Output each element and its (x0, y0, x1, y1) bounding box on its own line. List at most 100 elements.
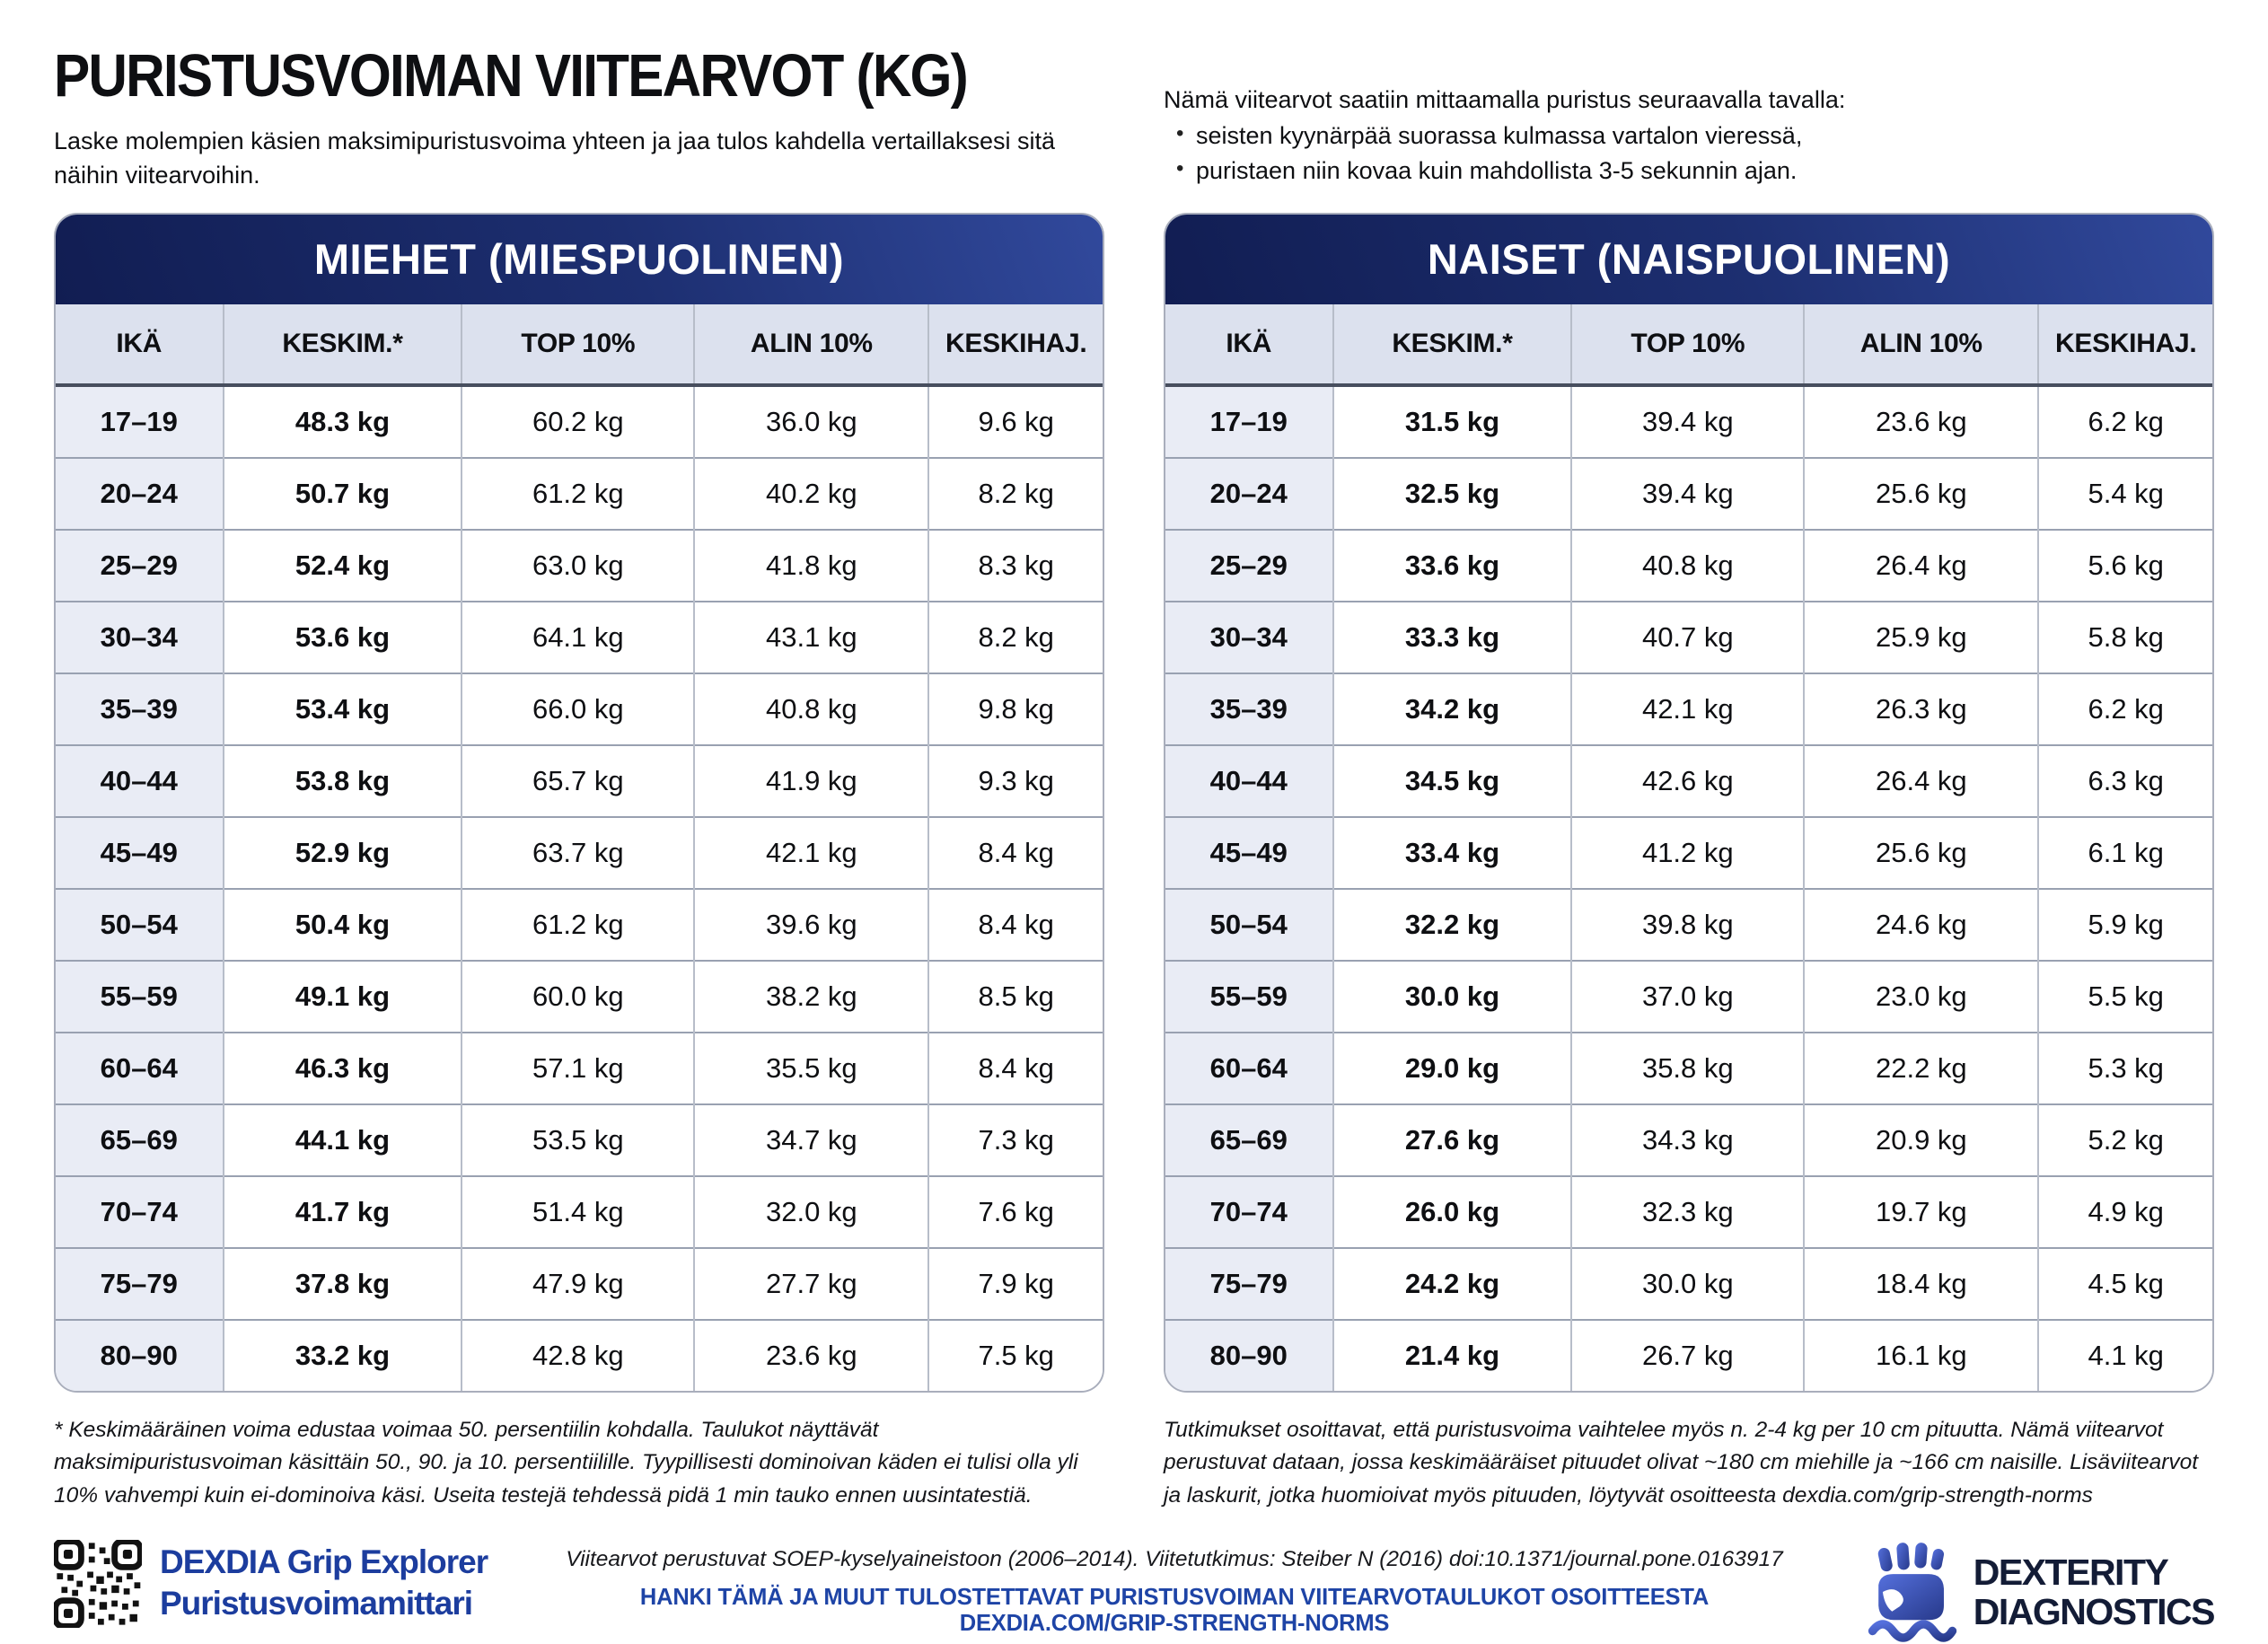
table-cell: 21.4 kg (1332, 1318, 1572, 1391)
table-cell: 33.4 kg (1332, 815, 1572, 889)
table-cell: 33.3 kg (1332, 600, 1572, 673)
method-bullet: puristaen niin kovaa kuin mahdollista 3-… (1164, 154, 2214, 188)
table-cell: 37.8 kg (222, 1246, 462, 1320)
table-cell: 7.9 kg (927, 1246, 1103, 1320)
table-cell: 57.1 kg (461, 1031, 695, 1104)
table-cell: 5.6 kg (2037, 528, 2212, 602)
footer: DEXDIA Grip Explorer Puristusvoimamittar… (0, 1513, 2268, 1644)
table-cell: 29.0 kg (1332, 1031, 1572, 1104)
table-cell: 42.1 kg (693, 815, 929, 889)
table-cell: 7.3 kg (927, 1103, 1103, 1176)
table-cell: 42.8 kg (461, 1318, 695, 1391)
column-header-top10: TOP 10% (1570, 303, 1805, 387)
logo-line-2: DIAGNOSTICS (1973, 1590, 2216, 1632)
table-cell: 40.8 kg (1570, 528, 1805, 602)
table-cell: 30–34 (1165, 600, 1333, 673)
table-cell: 9.6 kg (927, 384, 1103, 458)
column-header-low10: ALIN 10% (1803, 303, 2039, 387)
table-row: 25–29 52.4 kg 63.0 kg 41.8 kg 8.3 kg (56, 528, 1103, 602)
header: PURISTUSVOIMAN VIITEARVOT (KG) Laske mol… (54, 36, 2214, 193)
table-cell: 30–34 (56, 600, 224, 673)
table-cell: 41.7 kg (222, 1174, 462, 1248)
table-cell: 41.9 kg (693, 743, 929, 817)
table-cell: 5.9 kg (2037, 887, 2212, 961)
table-row: 30–34 33.3 kg 40.7 kg 25.9 kg 5.8 kg (1165, 600, 2212, 673)
table-cell: 27.6 kg (1332, 1103, 1572, 1176)
table-cell: 70–74 (56, 1174, 224, 1248)
table-cell: 60.0 kg (461, 959, 695, 1033)
table-cell: 20.9 kg (1803, 1103, 2039, 1176)
table-cell: 34.7 kg (693, 1103, 929, 1176)
table-cell: 30.0 kg (1570, 1246, 1805, 1320)
women-table: NAISET (NAISPUOLINEN) IKÄ KESKIM.* TOP 1… (1164, 212, 2214, 1393)
table-row: 30–34 53.6 kg 64.1 kg 43.1 kg 8.2 kg (56, 600, 1103, 673)
table-cell: 48.3 kg (222, 384, 462, 458)
table-cell: 64.1 kg (461, 600, 695, 673)
table-cell: 5.4 kg (2037, 456, 2212, 530)
table-cell: 80–90 (56, 1318, 224, 1391)
table-cell: 26.4 kg (1803, 743, 2039, 817)
table-cell: 26.7 kg (1570, 1318, 1805, 1391)
table-cell: 5.8 kg (2037, 600, 2212, 673)
table-row: 70–74 41.7 kg 51.4 kg 32.0 kg 7.6 kg (56, 1174, 1103, 1248)
table-cell: 60.2 kg (461, 384, 695, 458)
table-row: 55–59 49.1 kg 60.0 kg 38.2 kg 8.5 kg (56, 959, 1103, 1033)
table-cell: 40.8 kg (693, 672, 929, 745)
table-cell: 35.8 kg (1570, 1031, 1805, 1104)
grip-fist-icon (1868, 1543, 1956, 1642)
table-cell: 41.2 kg (1570, 815, 1805, 889)
table-cell: 25.6 kg (1803, 456, 2039, 530)
table-cell: 31.5 kg (1332, 384, 1572, 458)
table-cell: 45–49 (1165, 815, 1333, 889)
page-title: PURISTUSVOIMAN VIITEARVOT (KG) (54, 42, 969, 110)
table-cell: 37.0 kg (1570, 959, 1805, 1033)
footer-source: Viitearvot perustuvat SOEP-kyselyaineist… (557, 1540, 1792, 1637)
men-reference-table: IKÄ KESKIM.* TOP 10% ALIN 10% KESKIHAJ. … (56, 303, 1103, 1391)
table-cell: 34.3 kg (1570, 1103, 1805, 1176)
table-row: 25–29 33.6 kg 40.8 kg 26.4 kg 5.6 kg (1165, 528, 2212, 602)
qr-code-icon (54, 1539, 142, 1628)
table-cell: 36.0 kg (693, 384, 929, 458)
table-cell: 35–39 (1165, 672, 1333, 745)
table-row: 45–49 33.4 kg 41.2 kg 25.6 kg 6.1 kg (1165, 815, 2212, 889)
table-cell: 50–54 (1165, 887, 1333, 961)
table-cell: 39.4 kg (1570, 456, 1805, 530)
table-cell: 61.2 kg (461, 887, 695, 961)
men-footnote: * Keskimääräinen voima edustaa voimaa 50… (54, 1417, 1078, 1508)
table-cell: 43.1 kg (693, 600, 929, 673)
table-cell: 80–90 (1165, 1318, 1333, 1391)
table-cell: 75–79 (56, 1246, 224, 1320)
table-cell: 34.5 kg (1332, 743, 1572, 817)
table-cell: 66.0 kg (461, 672, 695, 745)
logo-line-1: DEXTERITY (1973, 1551, 2169, 1593)
tables-row: MIEHET (MIESPUOLINEN) IKÄ KESKIM.* TOP 1… (54, 212, 2214, 1393)
table-cell: 35.5 kg (693, 1031, 929, 1104)
table-cell: 40–44 (56, 743, 224, 817)
table-cell: 55–59 (56, 959, 224, 1033)
column-header-mean: KESKIM.* (222, 303, 462, 387)
table-cell: 46.3 kg (222, 1031, 462, 1104)
table-cell: 27.7 kg (693, 1246, 929, 1320)
column-header-age: IKÄ (56, 303, 224, 387)
table-cell: 6.3 kg (2037, 743, 2212, 817)
table-cell: 60–64 (1165, 1031, 1333, 1104)
grip-strength-reference-sheet: PURISTUSVOIMAN VIITEARVOT (KG) Laske mol… (0, 0, 2268, 1513)
cta-line: HANKI TÄMÄ JA MUUT TULOSTETTAVAT PURISTU… (639, 1584, 1710, 1636)
table-row: 65–69 27.6 kg 34.3 kg 20.9 kg 5.2 kg (1165, 1103, 2212, 1176)
table-cell: 35–39 (56, 672, 224, 745)
column-header-sd: KESKIHAJ. (927, 303, 1103, 387)
table-cell: 26.3 kg (1803, 672, 2039, 745)
table-cell: 42.6 kg (1570, 743, 1805, 817)
table-cell: 6.2 kg (2037, 672, 2212, 745)
table-cell: 32.0 kg (693, 1174, 929, 1248)
table-cell: 4.1 kg (2037, 1318, 2212, 1391)
table-cell: 23.6 kg (1803, 384, 2039, 458)
table-row: 55–59 30.0 kg 37.0 kg 23.0 kg 5.5 kg (1165, 959, 2212, 1033)
table-cell: 32.3 kg (1570, 1174, 1805, 1248)
table-cell: 9.3 kg (927, 743, 1103, 817)
women-header-row: IKÄ KESKIM.* TOP 10% ALIN 10% KESKIHAJ. (1165, 303, 2212, 387)
table-cell: 45–49 (56, 815, 224, 889)
table-cell: 39.4 kg (1570, 384, 1805, 458)
table-row: 45–49 52.9 kg 63.7 kg 42.1 kg 8.4 kg (56, 815, 1103, 889)
table-cell: 8.4 kg (927, 1031, 1103, 1104)
